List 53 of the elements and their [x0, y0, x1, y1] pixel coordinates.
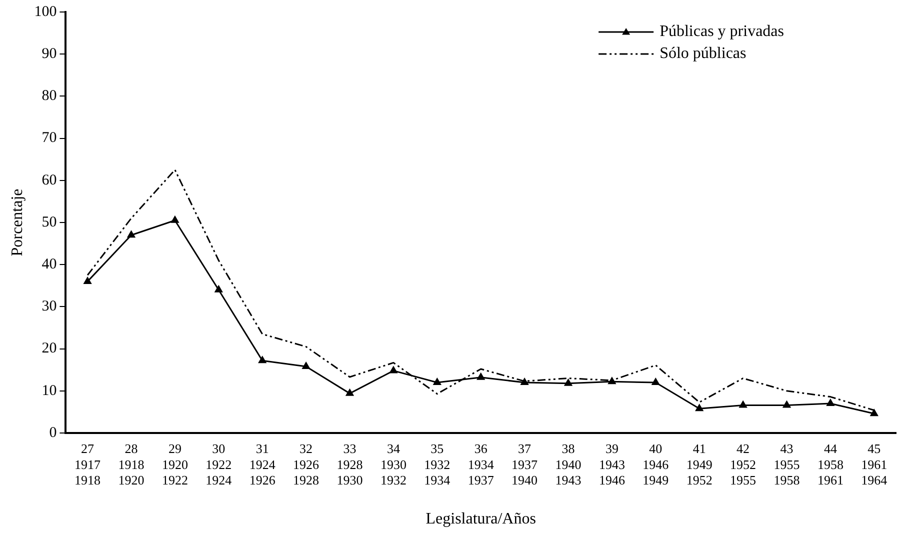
point: [171, 216, 179, 223]
point: [870, 409, 878, 416]
point: [346, 389, 354, 396]
x-tick-label: 41 1949 1952: [686, 441, 712, 488]
point: [564, 379, 572, 386]
point: [608, 377, 616, 384]
x-tick-label: 31 1924 1926: [249, 441, 276, 488]
point: [390, 366, 398, 374]
point: [258, 356, 266, 364]
x-tick-label: 39 1943 1946: [598, 441, 626, 488]
x-tick-label: 29 1920 1922: [162, 441, 188, 488]
y-tick-label: 0: [49, 424, 57, 441]
point: [696, 404, 704, 412]
point: [477, 373, 485, 380]
y-tick-label: 90: [42, 46, 57, 62]
x-tick-label: 28 1918 1920: [118, 441, 144, 488]
y-tick-label: 70: [42, 130, 57, 146]
y-tick-label: 30: [42, 298, 57, 315]
x-tick-label: 30 1922 1924: [206, 441, 232, 488]
x-tick-label: 32 1926 1928: [293, 441, 320, 488]
x-tick-label: 27 1917 1918: [74, 441, 102, 488]
point: [302, 362, 310, 369]
point: [127, 230, 136, 238]
y-tick-label: 80: [42, 88, 57, 104]
point: [782, 400, 791, 408]
x-tick-label: 36 1934 1937: [468, 441, 494, 488]
legend-label: Públicas y privadas: [660, 23, 784, 40]
y-tick-label: 40: [42, 256, 57, 273]
x-tick-label: 44 1958 1961: [817, 441, 844, 488]
x-tick-label: 37 1937 1940: [512, 441, 538, 488]
x-tick-label: 34 1930 1932: [380, 441, 406, 488]
x-tick-label: 35 1932 1934: [424, 441, 451, 488]
point: [84, 277, 92, 284]
point: [433, 378, 441, 385]
y-tick-label: 10: [42, 382, 57, 399]
y-tick-label: 20: [42, 340, 57, 357]
x-tick-label: 43 1955 1958: [774, 441, 800, 488]
point: [652, 378, 660, 385]
point: [739, 400, 747, 408]
y-tick-label: 60: [42, 172, 57, 188]
x-axis-title: Legislatura/Años: [426, 510, 536, 528]
x-tick-label: 42 1952 1955: [730, 441, 756, 488]
y-axis-title: Porcentaje: [8, 188, 26, 256]
point: [520, 378, 528, 385]
legend-label: Sólo públicas: [660, 45, 746, 62]
x-tick-label: 40 1946 1949: [642, 441, 670, 488]
x-tick-label: 33 1928 1930: [336, 441, 363, 488]
y-tick-label: 100: [34, 4, 57, 20]
point: [826, 399, 834, 406]
x-tick-label: 45 1961 1964: [861, 441, 888, 488]
x-tick-label: 38 1940 1943: [555, 441, 582, 488]
point: [214, 286, 222, 292]
y-tick-label: 50: [42, 214, 57, 230]
